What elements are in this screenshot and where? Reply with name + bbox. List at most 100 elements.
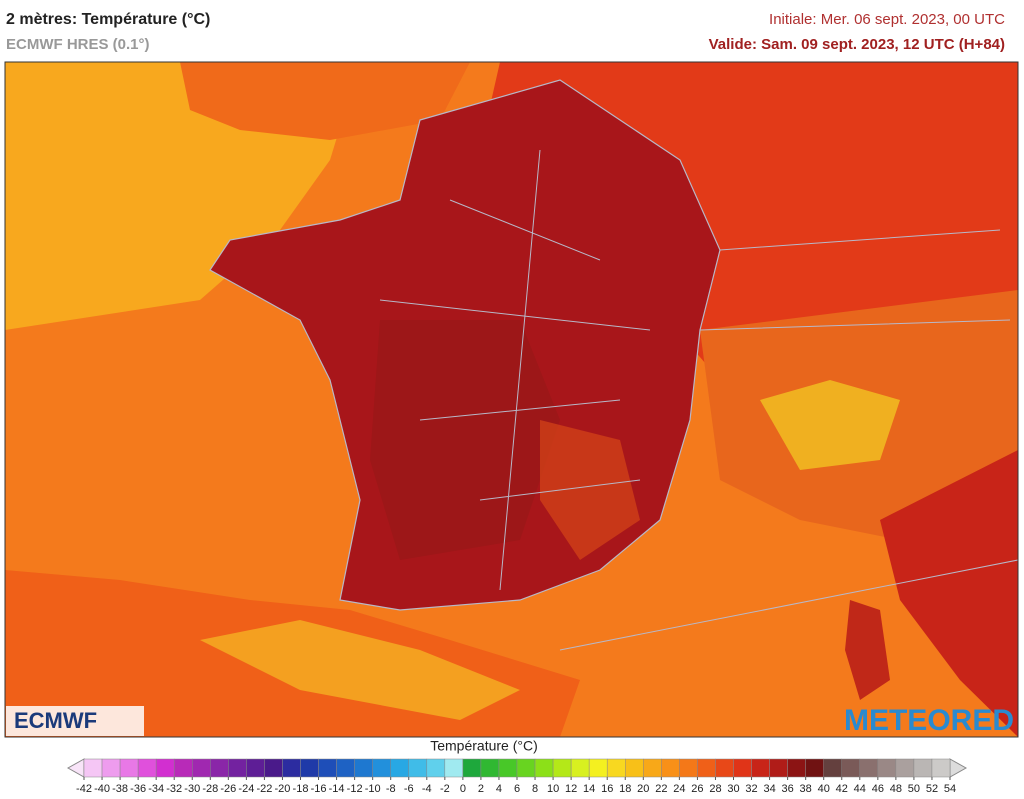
- colorbar-tick-label: 54: [944, 783, 956, 795]
- italy: [880, 450, 1018, 737]
- colorbar-tick-label: 26: [691, 783, 703, 795]
- colorbar-tick-label: 50: [908, 783, 920, 795]
- colorbar-tick-label: -28: [202, 783, 218, 795]
- colorbar-tick-label: 38: [800, 783, 812, 795]
- subtitle: ECMWF HRES (0.1°): [6, 36, 150, 53]
- colorbar-box: [679, 758, 698, 778]
- colorbar-tick-label: 18: [619, 783, 631, 795]
- colorbar-box: [552, 758, 572, 778]
- colorbar-arrow-low: [66, 758, 85, 778]
- colorbar-box: [83, 758, 103, 778]
- colorbar-box: [173, 758, 193, 778]
- colorbar-tick-label: 24: [673, 783, 685, 795]
- colorbar-box: [534, 758, 554, 778]
- colorbar-tick-label: 0: [460, 783, 466, 795]
- colorbar-tick-label: -4: [422, 783, 432, 795]
- colorbar-tick-label: 14: [583, 783, 595, 795]
- colorbar-tick-label: -14: [329, 783, 345, 795]
- colorbar-tick-label: -18: [293, 783, 309, 795]
- colorbar-box: [570, 758, 590, 778]
- colorbar-tick-label: -6: [404, 783, 414, 795]
- colorbar-tick-label: 6: [514, 783, 520, 795]
- colorbar-box: [661, 758, 680, 778]
- colorbar-tick-label: 22: [655, 783, 667, 795]
- colorbar-box: [264, 758, 283, 778]
- colorbar-tick-label: 40: [818, 783, 830, 795]
- colorbar-tick-label: -40: [94, 783, 110, 795]
- colorbar-box: [606, 758, 626, 778]
- colorbar-tick-label: 42: [836, 783, 848, 795]
- valid-time: Valide: Sam. 09 sept. 2023, 12 UTC (H+84…: [709, 36, 1005, 53]
- colorbar-tick-label: 34: [763, 783, 775, 795]
- colorbar-label: Température (°C): [430, 738, 538, 754]
- colorbar-tick-label: -30: [184, 783, 200, 795]
- colorbar-tick-label: 30: [727, 783, 739, 795]
- colorbar-tick-label: 16: [601, 783, 613, 795]
- colorbar-box: [480, 758, 500, 778]
- england: [180, 62, 470, 140]
- colorbar-box: [787, 758, 806, 778]
- logo-ecmwf: ECMWF: [14, 708, 97, 733]
- colorbar-box: [588, 758, 608, 778]
- corsica: [845, 600, 890, 700]
- colorbar-box: [101, 758, 121, 778]
- colorbar-box: [282, 758, 301, 778]
- colorbar-box: [751, 758, 770, 778]
- colorbar-box: [498, 758, 518, 778]
- colorbar-tick-label: -26: [220, 783, 236, 795]
- colorbar-box: [715, 758, 734, 778]
- colorbar-box: [246, 758, 265, 778]
- colorbar-box: [155, 758, 175, 778]
- colorbar-box: [354, 758, 373, 778]
- colorbar-tick-label: -16: [311, 783, 327, 795]
- france-core: [370, 320, 560, 560]
- logo-bg: [6, 706, 144, 736]
- colorbar-arrow-high: [949, 758, 968, 778]
- colorbar-tick-label: 28: [709, 783, 721, 795]
- colorbar-box: [210, 758, 229, 778]
- colorbar-box: [444, 758, 464, 778]
- colorbar-box: [300, 758, 319, 778]
- colorbar-box: [318, 758, 337, 778]
- colorbar-tick-label: -42: [76, 783, 92, 795]
- title: 2 mètres: Température (°C): [6, 11, 210, 28]
- alps-high: [760, 380, 900, 470]
- colorbar-box: [372, 758, 391, 778]
- colorbar-tick-label: -22: [256, 783, 272, 795]
- colorbar-box: [426, 758, 446, 778]
- colorbar-tick-label: -24: [238, 783, 254, 795]
- colorbar-box: [859, 758, 879, 778]
- colorbar-box: [895, 758, 915, 778]
- colorbar-box: [137, 758, 157, 778]
- colorbar-tick-label: 8: [532, 783, 538, 795]
- map: ECMWF METEORED: [4, 61, 1019, 738]
- colorbar-tick-label: 52: [926, 783, 938, 795]
- map-frame: [4, 61, 1019, 738]
- colorbar-box: [823, 758, 842, 778]
- colorbar-tick-label: 32: [745, 783, 757, 795]
- colorbar-tick-label: -8: [386, 783, 396, 795]
- colorbar-tick-label: 20: [637, 783, 649, 795]
- logo-meteored: METEORED: [844, 704, 1014, 737]
- colorbar-tick-label: 10: [547, 783, 559, 795]
- colorbar-box: [913, 758, 933, 778]
- colorbar-box: [516, 758, 536, 778]
- colorbar-tick-label: -36: [130, 783, 146, 795]
- colorbar-box: [805, 758, 824, 778]
- colorbar-tick-label: -12: [347, 783, 363, 795]
- colorbar-box: [228, 758, 247, 778]
- colorbar-box: [733, 758, 752, 778]
- colorbar-box: [336, 758, 355, 778]
- massif-central: [540, 420, 640, 560]
- colorbar-box: [390, 758, 410, 778]
- colorbar-box: [192, 758, 211, 778]
- colorbar-tick-label: 48: [890, 783, 902, 795]
- colorbar-tick-label: 2: [478, 783, 484, 795]
- colorbar-box: [119, 758, 139, 778]
- colorbar-tick-label: -10: [365, 783, 381, 795]
- colorbar-tick-label: -2: [440, 783, 450, 795]
- pyrenees: [200, 620, 520, 720]
- colorbar-tick-label: 44: [854, 783, 866, 795]
